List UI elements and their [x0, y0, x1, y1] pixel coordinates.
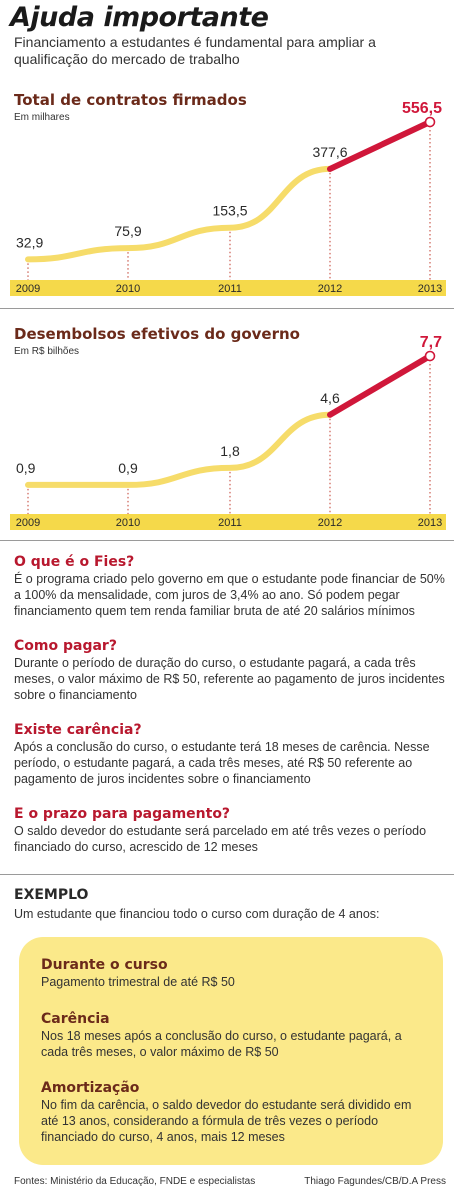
x-tick-label: 2011 [218, 283, 242, 295]
example-item: Durante o curso Pagamento trimestral de … [41, 957, 421, 990]
example-item: Carência Nos 18 meses após a conclusão d… [41, 1011, 421, 1060]
data-label: 32,9 [16, 234, 43, 250]
page-subtitle: Financiamento a estudantes é fundamental… [14, 34, 376, 67]
example-item-text: No fim da carência, o saldo devedor do e… [41, 1098, 412, 1144]
divider [0, 308, 454, 309]
series-line-highlight [327, 119, 433, 172]
x-tick-label: 2009 [16, 283, 40, 295]
faq-question: Existe carência? [14, 722, 142, 738]
data-label: 0,9 [16, 460, 36, 476]
faq-answer: Após a conclusão do curso, o estudante t… [14, 740, 430, 786]
faq-item-carencia: Existe carência? Após a conclusão do cur… [14, 722, 446, 787]
data-label: 377,6 [312, 144, 347, 160]
faq-question: Como pagar? [14, 638, 117, 654]
chart-desembolsos: 0,9 0,9 1,8 4,6 7,7 2009 2010 2011 2012 2013 [10, 334, 446, 530]
example-item-text: Nos 18 meses após a conclusão do curso, … [41, 1029, 402, 1059]
x-axis-band [10, 514, 446, 530]
faq-answer: O saldo devedor do estudante será parcel… [14, 824, 427, 854]
x-tick-label: 2009 [16, 517, 40, 529]
divider [0, 874, 454, 875]
data-label: 1,8 [220, 443, 240, 459]
data-label: 7,7 [420, 334, 442, 351]
page-title: Ajuda importante [10, 2, 269, 33]
chart-1-unit: Em milhares [14, 112, 70, 123]
x-tick-label: 2012 [318, 283, 342, 295]
faq-item-pagar: Como pagar? Durante o período de duração… [14, 638, 446, 703]
example-item-text: Pagamento trimestral de até R$ 50 [41, 975, 235, 989]
example-item: Amortização No fim da carência, o saldo … [41, 1080, 421, 1145]
example-label: EXEMPLO [14, 887, 89, 903]
example-item-title: Amortização [41, 1080, 140, 1096]
faq-answer: É o programa criado pelo governo em que … [14, 572, 445, 618]
series-line [25, 165, 333, 263]
series-line [25, 411, 333, 488]
x-axis-band [10, 280, 446, 296]
divider [0, 540, 454, 541]
data-label: 153,5 [212, 203, 247, 219]
x-tick-label: 2010 [116, 517, 140, 529]
end-point [424, 350, 436, 362]
faq-question: E o prazo para pagamento? [14, 806, 231, 822]
footer-credit: Thiago Fagundes/CB/D.A Press [304, 1176, 446, 1187]
example-item-title: Carência [41, 1011, 110, 1027]
x-tick-label: 2013 [418, 283, 442, 295]
data-label: 75,9 [114, 223, 141, 239]
data-label: 556,5 [402, 100, 442, 117]
x-tick-label: 2011 [218, 517, 242, 529]
chart-2-unit: Em R$ bilhões [14, 346, 80, 357]
example-intro: Um estudante que financiou todo o curso … [14, 907, 380, 921]
chart-2-title: Desembolsos efetivos do governo [14, 325, 300, 343]
footer-sources: Fontes: Ministério da Educação, FNDE e e… [14, 1176, 256, 1187]
faq-item-fies: O que é o Fies? É o programa criado pelo… [14, 554, 446, 619]
faq-answer: Durante o período de duração do curso, o… [14, 656, 445, 702]
end-point [424, 116, 436, 128]
faq-item-prazo: E o prazo para pagamento? O saldo devedo… [14, 806, 446, 855]
x-tick-label: 2010 [116, 283, 140, 295]
faq-question: O que é o Fies? [14, 554, 135, 570]
chart-contratos: 32,9 75,9 153,5 377,6 556,5 2009 2010 2011 2012 2… [10, 100, 446, 296]
example-box: Durante o curso Pagamento trimestral de … [19, 937, 443, 1165]
chart-1-title: Total de contratos firmados [14, 91, 247, 109]
data-label: 4,6 [320, 390, 340, 406]
data-label: 0,9 [118, 460, 138, 476]
x-tick-label: 2012 [318, 517, 342, 529]
series-line-highlight [327, 353, 433, 418]
example-item-title: Durante o curso [41, 957, 168, 973]
x-tick-label: 2013 [418, 517, 442, 529]
